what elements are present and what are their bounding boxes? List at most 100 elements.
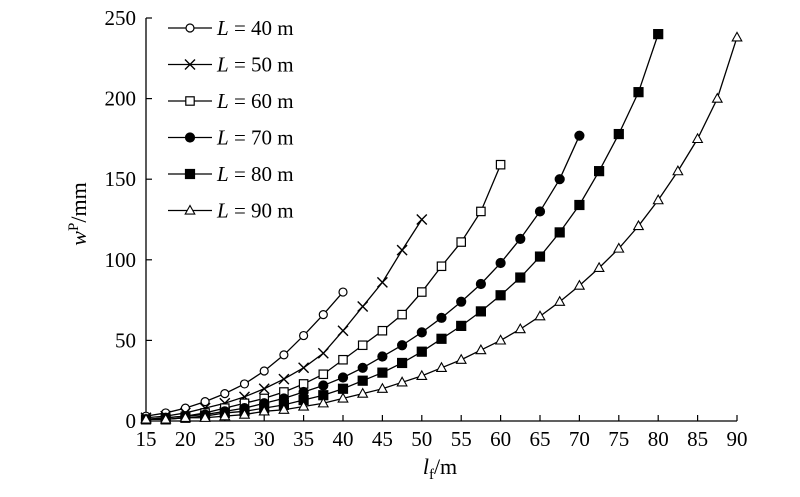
x-tick-label: 60 (490, 427, 511, 451)
data-point (574, 199, 585, 211)
legend-label: L = 70 m (216, 126, 294, 150)
axes: 15 20 25 30 35 40 45 50 55 60 65 70 75 80 85 90 0 50 100 15… (105, 6, 748, 451)
legend-marker (185, 23, 195, 33)
data-point (397, 357, 408, 369)
data-point (357, 362, 368, 373)
x-tick-label: 30 (254, 427, 275, 451)
data-point (495, 159, 506, 170)
data-point (416, 346, 427, 357)
data-point (396, 244, 408, 256)
data-point (258, 383, 270, 395)
data-point (337, 372, 349, 383)
legend-label: L = 60 m (216, 89, 294, 113)
legend-label: L = 50 m (216, 53, 294, 77)
data-point (416, 214, 428, 225)
y-axis-title: wP/mm (66, 182, 91, 245)
data-point (633, 87, 644, 98)
x-tick-label: 70 (569, 427, 590, 451)
x-tick-label: 25 (214, 427, 235, 451)
data-point (495, 290, 506, 301)
x-tick-label: 15 (136, 427, 157, 451)
data-point (534, 310, 546, 321)
y-tick-label: 50 (115, 328, 136, 352)
data-point (455, 353, 467, 364)
data-point (396, 376, 408, 387)
data-point (594, 166, 605, 177)
y-tick-label: 100 (105, 248, 137, 272)
legend-marker (185, 96, 195, 106)
data-point (299, 330, 309, 341)
data-point (179, 411, 192, 422)
data-point (475, 306, 486, 317)
data-point (297, 400, 310, 411)
data-point (691, 132, 704, 144)
x-tick-label: 50 (411, 427, 432, 451)
legend-item: L = 70 m (168, 126, 294, 150)
legend-marker (184, 168, 196, 180)
data-point (554, 174, 565, 185)
data-point (278, 403, 290, 414)
data-point (613, 128, 624, 140)
legend-marker (184, 132, 196, 143)
y-tick-label: 200 (105, 87, 137, 111)
data-point (456, 320, 467, 331)
x-tick-label: 40 (333, 427, 354, 451)
data-point (357, 301, 369, 313)
legend: L = 40 m L = 50 m L = 60 m L = 70 m L = 80 m… (168, 16, 294, 223)
data-point (554, 227, 565, 238)
data-point (318, 310, 328, 320)
data-point (632, 219, 645, 231)
data-point (514, 322, 527, 334)
data-point (377, 367, 388, 378)
x-tick-label: 35 (293, 427, 314, 451)
data-point (258, 405, 270, 416)
data-point (317, 397, 330, 408)
data-point (515, 233, 526, 244)
data-point (495, 257, 506, 269)
data-point (475, 343, 487, 355)
x-tick-label: 65 (530, 427, 551, 451)
data-point (376, 276, 388, 288)
data-point (279, 350, 289, 360)
y-tick-label: 0 (126, 409, 137, 433)
data-point (219, 410, 231, 421)
data-point (573, 279, 586, 290)
legend-label: L = 40 m (216, 16, 294, 40)
data-point (337, 383, 349, 394)
data-point (317, 347, 329, 359)
data-point (416, 369, 428, 381)
data-point (338, 287, 348, 297)
series-layer (140, 29, 743, 425)
data-point (337, 392, 349, 403)
x-tick-label: 90 (727, 427, 748, 451)
x-tick-label: 75 (608, 427, 629, 451)
data-point (298, 379, 309, 389)
series-l-40-m (141, 287, 348, 421)
data-point (337, 325, 349, 337)
data-point (239, 379, 250, 389)
data-point (200, 397, 210, 407)
data-point (376, 382, 389, 393)
data-point (476, 206, 486, 217)
data-point (397, 309, 407, 320)
data-point (356, 387, 369, 398)
data-point (318, 380, 329, 391)
data-point (731, 31, 743, 42)
data-point (456, 296, 467, 307)
data-point (574, 130, 585, 141)
data-point (278, 373, 290, 385)
data-point (436, 333, 447, 344)
legend-marker (184, 204, 196, 215)
x-tick-label: 85 (687, 427, 708, 451)
x-tick-label: 45 (372, 427, 393, 451)
data-point (377, 325, 388, 336)
data-point (199, 411, 211, 422)
data-point (357, 340, 368, 351)
data-point (140, 413, 152, 424)
data-point (220, 388, 230, 399)
data-point (534, 251, 546, 262)
data-point (456, 237, 466, 247)
data-point (436, 261, 447, 272)
data-point (259, 366, 269, 376)
